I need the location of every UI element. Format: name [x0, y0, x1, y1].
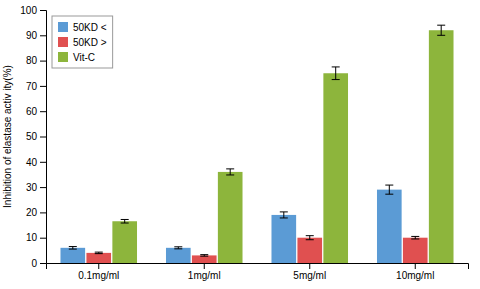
bar [403, 238, 428, 263]
marks [60, 25, 453, 263]
error-bar [69, 247, 77, 250]
tick: 0 [31, 258, 46, 269]
tick-mark [40, 86, 46, 87]
tick-mark [98, 263, 99, 269]
tick-label: 40 [26, 157, 38, 168]
tick-mark [309, 263, 310, 269]
tick-label: 70 [26, 81, 38, 92]
legend-frame [52, 16, 113, 68]
tick-mark [40, 162, 46, 163]
tick: 40 [26, 157, 46, 168]
bar [297, 238, 322, 263]
legend-swatch [58, 37, 68, 47]
tick: 20 [26, 207, 46, 218]
x-axis: 0.1mg/ml 1mg/ml 5mg/ml 10mg/ml [47, 263, 469, 281]
bar [271, 215, 296, 263]
error-bar [280, 212, 288, 218]
error-bar [174, 247, 182, 249]
tick-label: 0.1mg/ml [78, 270, 119, 281]
error-bar [200, 255, 208, 257]
tick: 80 [26, 55, 46, 66]
tick-mark [40, 187, 46, 188]
tick-mark [40, 137, 46, 138]
error-bar [437, 25, 445, 35]
y-axis: 0 10 20 30 40 50 60 70 80 90 100 [20, 5, 46, 269]
tick-label: 100 [20, 5, 37, 16]
tick-label: 0 [31, 258, 37, 269]
error-bar [332, 67, 340, 80]
bar [218, 172, 243, 263]
bar [192, 255, 217, 263]
tick-label: 30 [26, 182, 38, 193]
tick-mark [415, 263, 416, 269]
y-axis-title: Inhibition of elastase activ ity(%) [2, 65, 13, 208]
axis-line [40, 11, 47, 264]
error-bar [411, 236, 419, 239]
error-bar [306, 236, 314, 240]
tick-label: 20 [26, 207, 38, 218]
tick-mark [40, 35, 46, 36]
series [112, 25, 453, 263]
tick-label: 50 [26, 131, 38, 142]
chart: 0 10 20 30 40 50 60 70 80 90 100 0.1mg/ml 1mg/ml 5mg/… [0, 0, 480, 289]
bar [323, 73, 348, 263]
tick-mark [40, 263, 46, 264]
tick-label: 60 [26, 106, 38, 117]
legend-item: 50KD < [58, 22, 107, 33]
tick: 1mg/ml [188, 263, 221, 281]
tick-label: 10 [26, 232, 38, 243]
legend-swatch [58, 22, 68, 32]
tick: 5mg/ml [293, 263, 326, 281]
tick: 10 [26, 232, 46, 243]
error-bar [95, 252, 103, 254]
tick-label: 1mg/ml [188, 270, 221, 281]
bar [429, 30, 454, 263]
error-bar [226, 169, 234, 175]
legend-item: Vit-C [58, 52, 95, 63]
error-bar [385, 185, 393, 194]
tick: 70 [26, 81, 46, 92]
tick-mark [40, 111, 46, 112]
tick: 0.1mg/ml [78, 263, 119, 281]
bar [166, 248, 191, 263]
tick: 50 [26, 131, 46, 142]
tick: 60 [26, 106, 46, 117]
tick-label: 80 [26, 55, 38, 66]
tick-mark [40, 10, 46, 11]
plot: 0 10 20 30 40 50 60 70 80 90 100 0.1mg/ml 1mg/ml 5mg/… [2, 5, 469, 281]
bar [86, 253, 111, 263]
tick: 90 [26, 30, 46, 41]
tick: 10mg/ml [396, 263, 434, 281]
tick-label: 5mg/ml [293, 270, 326, 281]
legend-label: 50KD < [73, 22, 107, 33]
tick-label: 90 [26, 30, 38, 41]
bar [377, 190, 402, 263]
bar [112, 221, 137, 263]
axis-line [47, 264, 469, 270]
legend-label: 50KD > [73, 37, 107, 48]
tick-mark [40, 212, 46, 213]
tick: 100 [20, 5, 46, 16]
tick-mark [40, 238, 46, 239]
tick: 30 [26, 182, 46, 193]
error-bar [121, 219, 129, 223]
tick-mark [204, 263, 205, 269]
legend-swatch [58, 52, 68, 62]
legend-item: 50KD > [58, 37, 107, 48]
legend: 50KD < 50KD > Vit-C [52, 16, 113, 68]
legend-label: Vit-C [73, 52, 95, 63]
bar [60, 248, 85, 263]
series [86, 236, 427, 263]
tick-mark [40, 61, 46, 62]
tick-label: 10mg/ml [396, 270, 434, 281]
